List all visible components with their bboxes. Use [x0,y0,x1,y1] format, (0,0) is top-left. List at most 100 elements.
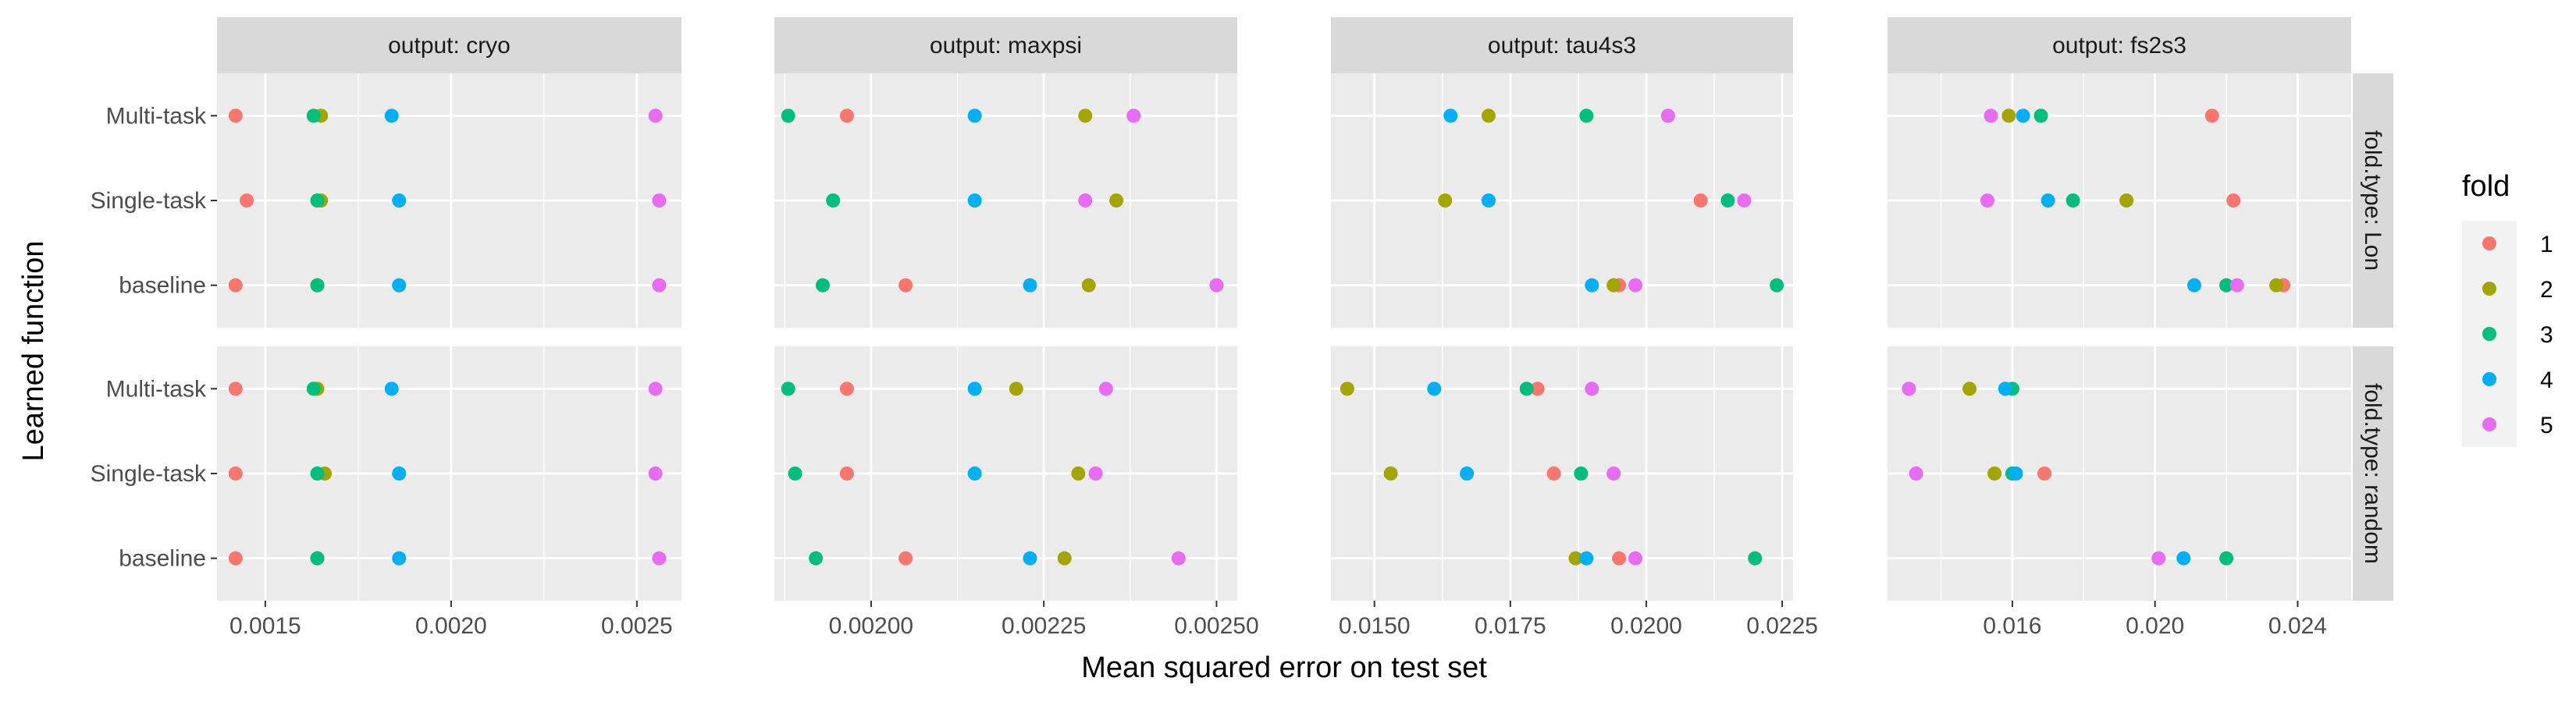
data-point [652,551,667,566]
data-point [1209,278,1224,293]
x-tick-label: 0.016 [1983,613,2041,639]
data-point [1998,381,2012,396]
data-point [392,278,407,293]
data-point [1109,193,1124,208]
data-point [392,551,407,566]
data-point [228,551,243,566]
data-point [839,108,854,123]
data-point [1081,278,1096,293]
data-point [2151,551,2166,566]
data-point [1606,278,1621,293]
y-tick-label: Single-task [91,461,207,487]
x-tick-label: 0.0015 [229,613,301,639]
data-point [384,381,399,396]
data-point [1902,381,1916,396]
data-point [306,381,321,396]
data-point [1383,467,1398,481]
data-point [310,193,325,208]
data-point [1737,193,1752,208]
data-point [228,278,243,293]
data-point [1023,551,1037,566]
data-point [1126,108,1141,123]
data-point [1009,381,1023,396]
data-point [1438,193,1453,208]
data-point [839,381,854,396]
data-point [652,193,667,208]
data-point [826,193,841,208]
data-point [648,381,663,396]
data-point [2226,193,2241,208]
data-point [1568,551,1583,566]
x-tick-label: 0.0225 [1746,613,1818,639]
data-point [1071,467,1086,481]
data-point [1443,108,1458,123]
data-point [1340,381,1354,396]
x-tick-label: 0.0150 [1339,613,1411,639]
data-point [1585,278,1599,293]
data-point [788,467,802,481]
data-point [228,108,243,123]
data-point [2001,108,2016,123]
data-point [1660,108,1675,123]
data-point [1098,381,1113,396]
data-point [1088,467,1103,481]
data-point [310,551,325,566]
data-point [1628,278,1643,293]
row-strip-label: fold.type: Lon [2360,130,2386,271]
row-strip [2353,346,2393,601]
column-strip-label: output: maxpsi [930,33,1082,59]
data-point [781,108,795,123]
data-point [1987,467,2002,481]
data-point [1481,108,1496,123]
x-tick-label: 0.00200 [829,613,913,639]
x-tick-label: 0.00250 [1174,613,1258,639]
column-strip-label: output: fs2s3 [2052,33,2186,59]
x-tick-label: 0.00225 [1002,613,1086,639]
data-point [2041,193,2055,208]
data-point [1693,193,1708,208]
data-point [815,278,830,293]
x-tick-label: 0.020 [2126,613,2184,639]
column-strip-label: output: cryo [388,33,511,59]
x-tick-label: 0.024 [2268,613,2327,639]
legend-key [2482,417,2496,431]
data-point [1585,381,1599,396]
data-point [2008,467,2023,481]
data-point [1984,108,1998,123]
data-point [1980,193,1994,208]
data-point [384,108,399,123]
data-point [1460,467,1475,481]
data-point [2037,467,2052,481]
column-strip [217,17,681,73]
data-point [1606,467,1621,481]
data-point [2219,551,2234,566]
data-point [967,381,982,396]
data-point [2176,551,2191,566]
data-point [228,467,243,481]
y-tick-label: Multi-task [106,376,207,402]
data-point [839,467,854,481]
y-axis-title: Learned function [17,240,50,461]
data-point [1078,108,1093,123]
data-point [1628,551,1643,566]
data-point [781,381,795,396]
x-axis-title: Mean squared error on test set [1081,651,1487,684]
row-strip-label: fold.type: random [2360,383,2386,564]
y-tick-label: Single-task [91,188,207,214]
legend-key [2482,372,2496,386]
column-strip [1331,17,1793,73]
data-point [1748,551,1763,566]
data-point [809,551,824,566]
data-point [1909,467,1923,481]
data-point [967,467,982,481]
data-point [1720,193,1735,208]
data-point [967,193,982,208]
data-point [310,467,325,481]
data-point [648,467,663,481]
data-point [1530,381,1545,396]
y-tick-label: Multi-task [106,103,207,129]
data-point [1481,193,1496,208]
data-point [652,278,667,293]
